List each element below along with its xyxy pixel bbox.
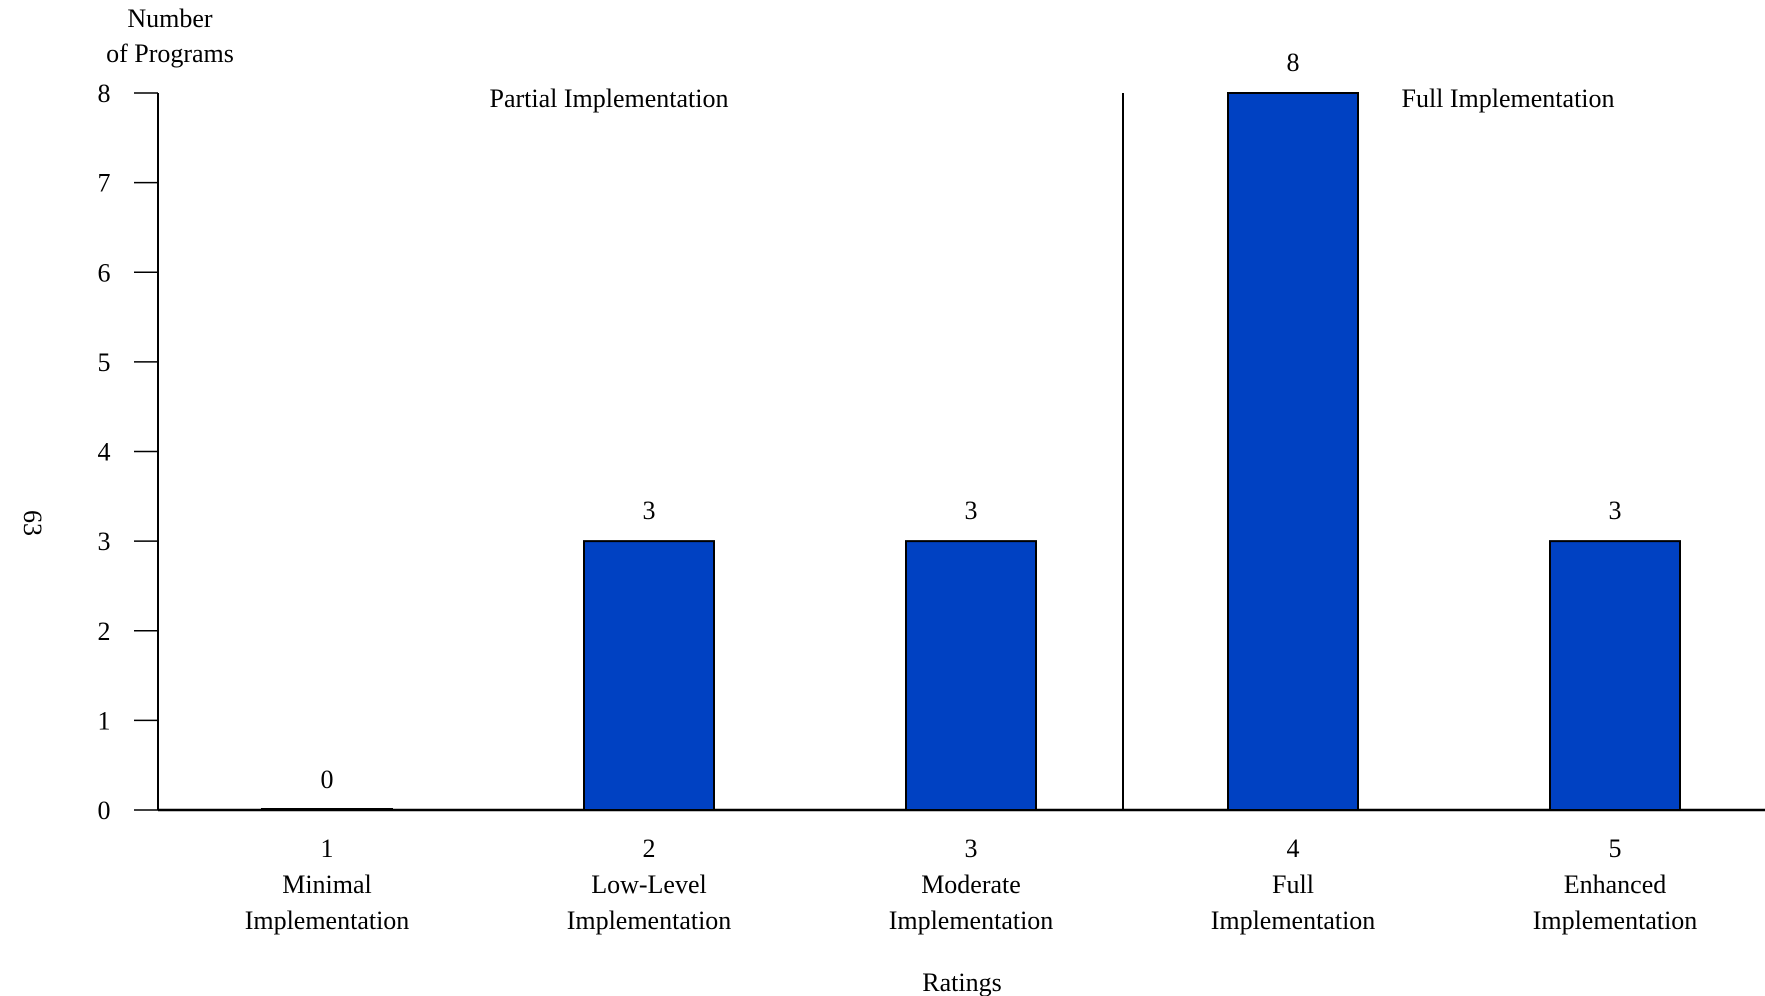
y-axis-title-line-2: of Programs	[106, 39, 234, 68]
data-label-3: 3	[965, 496, 978, 525]
category-label-line-2: Implementation	[567, 906, 732, 935]
y-tick-label: 0	[98, 796, 111, 825]
y-tick-label: 2	[98, 617, 111, 646]
y-tick-label: 5	[98, 348, 111, 377]
region-label-full: Full Implementation	[1401, 84, 1614, 113]
data-label-2: 3	[643, 496, 656, 525]
y-tick-label: 4	[98, 438, 111, 467]
y-tick-label: 7	[98, 169, 111, 198]
bar-2	[583, 540, 715, 811]
bar-4	[1227, 92, 1359, 811]
page-number: 63	[18, 510, 47, 536]
category-number: 5	[1609, 834, 1622, 863]
data-label-1: 0	[321, 765, 334, 794]
data-label-4: 8	[1287, 48, 1300, 77]
category-label-line-2: Implementation	[1211, 906, 1376, 935]
category-number: 1	[321, 834, 334, 863]
regions-group: Partial Implementation Full Implementatio…	[490, 84, 1615, 810]
x-axis-title: Ratings	[922, 968, 1001, 996]
y-tick-label: 1	[98, 706, 111, 735]
category-label-line-1: Full	[1272, 870, 1314, 899]
bar-1	[261, 808, 393, 811]
bar-5	[1549, 540, 1681, 811]
bar-3	[905, 540, 1037, 811]
category-label-line-1: Enhanced	[1564, 870, 1667, 899]
category-number: 3	[965, 834, 978, 863]
data-label-5: 3	[1609, 496, 1622, 525]
region-label-partial: Partial Implementation	[490, 84, 729, 113]
y-axis-title-line-1: Number	[127, 4, 213, 33]
category-number: 4	[1287, 834, 1300, 863]
category-label-line-1: Moderate	[921, 870, 1021, 899]
bars-group	[261, 92, 1681, 811]
category-label-line-1: Minimal	[282, 870, 372, 899]
y-tick-label: 6	[98, 258, 111, 287]
y-tick-label: 3	[98, 527, 111, 556]
data-labels-group: 0 3 3 8 3	[321, 48, 1622, 794]
category-number: 2	[643, 834, 656, 863]
y-tick-label: 8	[98, 79, 111, 108]
category-label-line-2: Implementation	[889, 906, 1054, 935]
category-label-line-2: Implementation	[245, 906, 410, 935]
category-label-line-1: Low-Level	[591, 870, 707, 899]
category-label-line-2: Implementation	[1533, 906, 1698, 935]
x-axis-labels-group: 1 Minimal Implementation 2 Low-Level Implemen…	[245, 834, 1698, 935]
